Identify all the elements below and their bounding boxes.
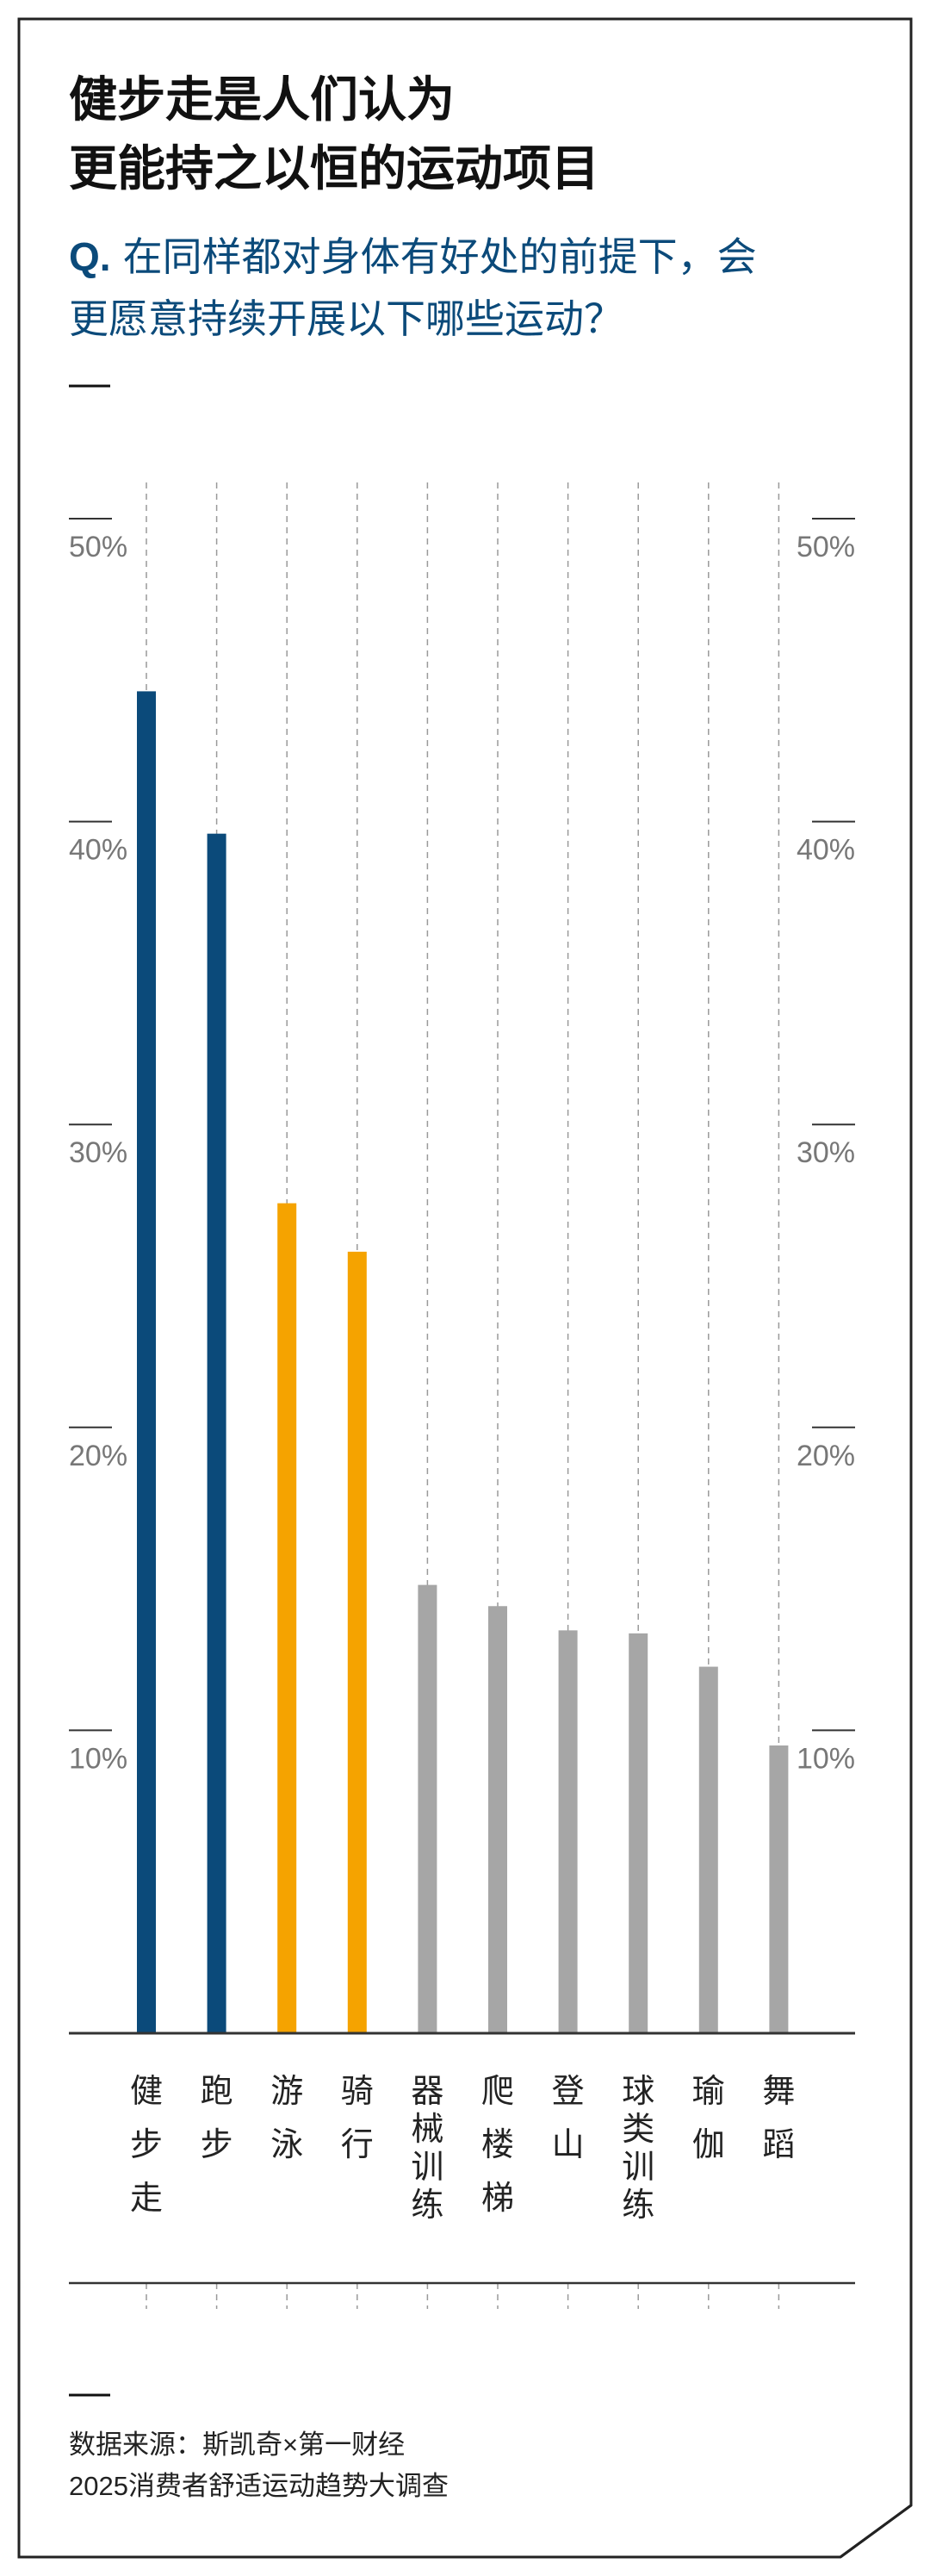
page-title: 健步走是人们认为 更能持之以恒的运动项目 [69, 65, 861, 203]
category-char: 山 [552, 2125, 585, 2163]
bar-舞蹈 [769, 1745, 789, 2033]
ytick-label-left-50: 50% [69, 531, 127, 563]
category-char: 爬 [481, 2072, 514, 2110]
category-label-健步走: 健步走 [130, 2072, 163, 2217]
category-char: 蹈 [762, 2125, 795, 2163]
source-note: 数据来源：斯凯奇×第一财经 2025消费者舒适运动趋势大调查 [69, 2424, 844, 2507]
category-char: 训 [622, 2148, 654, 2186]
category-char: 游 [270, 2072, 303, 2110]
category-char: 楼 [481, 2125, 514, 2163]
source-line-1: 数据来源：斯凯奇×第一财经 [69, 2430, 406, 2460]
bar-游泳 [277, 1203, 297, 2033]
category-char: 泳 [270, 2125, 303, 2163]
category-char: 行 [341, 2125, 374, 2163]
category-char: 跑 [201, 2072, 233, 2110]
bar-健步走 [137, 691, 156, 2033]
category-char: 走 [130, 2179, 163, 2217]
ytick-label-left-20: 20% [69, 1440, 127, 1472]
category-label-舞蹈: 舞蹈 [762, 2072, 795, 2163]
category-label-爬楼梯: 爬楼梯 [481, 2072, 514, 2217]
question-line-1: Q. 在同样都对身体有好处的前提下，会 [69, 226, 878, 288]
category-label-跑步: 跑步 [201, 2072, 233, 2163]
category-label-游泳: 游泳 [270, 2072, 303, 2163]
category-char: 梯 [481, 2179, 514, 2217]
category-char: 练 [411, 2186, 443, 2224]
question-prefix: Q. [69, 234, 111, 279]
category-char: 训 [411, 2148, 443, 2186]
category-char: 械 [411, 2110, 443, 2148]
category-char: 骑 [341, 2072, 374, 2110]
category-char: 器 [411, 2072, 443, 2110]
ytick-label-right-50: 50% [797, 531, 855, 563]
ytick-label-left-10: 10% [69, 1742, 127, 1775]
ytick-label-right-40: 40% [797, 834, 855, 867]
bar-登山 [558, 1630, 578, 2033]
ytick-label-left-40: 40% [69, 834, 127, 867]
category-char: 健 [130, 2072, 163, 2110]
category-char: 伽 [692, 2125, 725, 2163]
survey-question: Q. 在同样都对身体有好处的前提下，会 更愿意持续开展以下哪些运动？ [69, 226, 878, 350]
category-char: 瑜 [692, 2072, 725, 2110]
title-line-2: 更能持之以恒的运动项目 [69, 141, 599, 196]
bar-瑜伽 [698, 1666, 718, 2033]
category-char: 步 [201, 2125, 233, 2163]
question-line-2: 更愿意持续开展以下哪些运动？ [69, 296, 623, 341]
category-label-登山: 登山 [552, 2072, 585, 2163]
category-char: 登 [552, 2072, 585, 2110]
question-text-1: 在同样都对身体有好处的前提下，会 [122, 234, 757, 279]
ytick-label-right-10: 10% [797, 1742, 855, 1775]
category-char: 舞 [762, 2072, 795, 2110]
category-label-骑行: 骑行 [341, 2072, 374, 2163]
category-char: 步 [130, 2125, 163, 2163]
category-char: 球 [622, 2072, 654, 2110]
bar-chart: 10% 10%20% 20%30% 30%40% 40%50% 50%健步走跑步游泳骑行器… [69, 482, 855, 2309]
ytick-label-right-20: 20% [797, 1440, 855, 1472]
bar-骑行 [347, 1251, 367, 2033]
bar-跑步 [207, 833, 226, 2033]
category-char: 类 [622, 2110, 654, 2148]
category-label-瑜伽: 瑜伽 [692, 2072, 725, 2163]
bar-器械训练 [418, 1584, 437, 2033]
category-char: 练 [622, 2186, 654, 2224]
ytick-label-left-30: 30% [69, 1136, 127, 1169]
bar-爬楼梯 [488, 1606, 507, 2033]
source-line-2: 2025消费者舒适运动趋势大调查 [69, 2471, 449, 2501]
title-line-1: 健步走是人们认为 [69, 72, 455, 127]
bar-球类训练 [629, 1633, 648, 2033]
ytick-label-right-30: 30% [797, 1136, 855, 1169]
